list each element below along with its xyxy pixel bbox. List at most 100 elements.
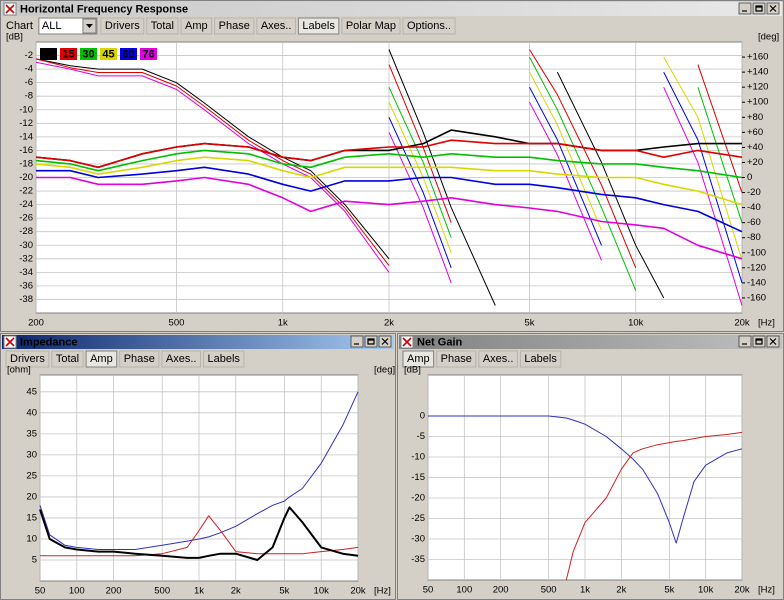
toolbar-button[interactable] xyxy=(256,17,296,35)
y-tick-label: -34 xyxy=(19,267,33,278)
toolbar-button-label: Options.. xyxy=(407,20,451,32)
y2-tick-label: +40 xyxy=(747,142,763,153)
toolbar-button[interactable] xyxy=(436,350,477,368)
y-tick-label: -2 xyxy=(25,50,33,61)
chart-select-value: ALL xyxy=(42,20,62,32)
window-max-button[interactable] xyxy=(364,335,378,348)
toolbar-button[interactable] xyxy=(402,350,435,368)
toolbar-button[interactable] xyxy=(180,17,213,35)
x-tick-label: 500 xyxy=(154,586,170,597)
legend-swatch[interactable] xyxy=(140,48,157,60)
y-tick-label: 15 xyxy=(26,512,37,523)
series-line xyxy=(39,506,359,561)
y-tick-label: 10 xyxy=(26,533,37,544)
x-tick-label: 20k xyxy=(734,585,750,596)
y-tick-label: 20 xyxy=(26,491,37,502)
window-max-button[interactable] xyxy=(752,2,766,15)
toolbar-button-label: Amp xyxy=(90,353,113,365)
y2-tick-label: +160 xyxy=(747,52,768,63)
window-max-glyph xyxy=(367,338,375,345)
y-tick-label: -10 xyxy=(411,452,425,463)
series-line xyxy=(35,58,390,266)
y-tick-label: -18 xyxy=(19,158,33,169)
series-line xyxy=(36,176,743,260)
x-tick-label: 1k xyxy=(278,318,288,329)
toolbar-button[interactable] xyxy=(297,17,340,35)
legend-label: 76 xyxy=(142,48,154,60)
series-line xyxy=(39,391,359,550)
y2-tick-label: +120 xyxy=(747,82,768,93)
x-tick-label: 1k xyxy=(194,586,204,597)
toolbar-button[interactable] xyxy=(146,17,179,35)
y-tick-label: -38 xyxy=(19,294,33,305)
toolbar-button-label: Phase xyxy=(219,20,250,32)
toolbar-button[interactable] xyxy=(519,350,562,368)
y2-tick-label: -20 xyxy=(747,187,761,198)
toolbar-button[interactable] xyxy=(85,350,118,368)
series-line xyxy=(35,156,743,206)
legend-swatch[interactable] xyxy=(40,48,57,60)
y-axis-label: [ohm] xyxy=(7,365,31,376)
y-tick-label: -26 xyxy=(19,213,33,224)
y-tick-label: -36 xyxy=(19,280,33,291)
x-tick-label: 10k xyxy=(698,585,714,596)
toolbar-button-label: Drivers xyxy=(105,20,140,32)
y-axis-label: [dB] xyxy=(6,32,23,43)
toolbar-label: Chart xyxy=(6,20,33,32)
x-tick-label: 10k xyxy=(628,318,644,329)
toolbar-button[interactable] xyxy=(119,350,160,368)
toolbar-button[interactable] xyxy=(5,350,50,368)
y-tick-label: -30 xyxy=(411,534,425,545)
legend-swatch[interactable] xyxy=(80,48,97,60)
toolbar-button[interactable] xyxy=(203,350,245,368)
toolbar-button-label: Phase xyxy=(441,353,472,365)
legend-swatch[interactable] xyxy=(100,48,117,60)
y-tick-label: -22 xyxy=(19,186,33,197)
x-axis-label: [Hz] xyxy=(758,318,775,329)
x-tick-label: 50 xyxy=(423,585,434,596)
y-tick-label: -16 xyxy=(19,145,33,156)
window-close-glyph xyxy=(769,5,777,12)
y2-tick-label: -140 xyxy=(747,277,766,288)
legend-swatch[interactable] xyxy=(60,48,77,60)
window-min-button[interactable] xyxy=(738,335,752,348)
toolbar-button[interactable] xyxy=(341,17,401,35)
toolbar-button-label: Labels xyxy=(524,353,557,365)
x-tick-label: 50 xyxy=(35,586,46,597)
x-tick-label: 100 xyxy=(456,585,472,596)
series-line xyxy=(565,431,743,581)
y2-axis-label: [deg] xyxy=(758,32,779,43)
y2-tick-label: +140 xyxy=(747,67,768,78)
y-tick-label: -10 xyxy=(19,104,33,115)
toolbar-button-label: Drivers xyxy=(10,353,45,365)
x-tick-label: 20k xyxy=(734,318,750,329)
title-bar xyxy=(399,335,782,349)
toolbar-button-label: Amp xyxy=(185,20,208,32)
y2-tick-label: -160 xyxy=(747,292,766,303)
window-min-button[interactable] xyxy=(350,335,364,348)
y2-axis-label: [deg] xyxy=(374,365,395,376)
toolbar-button-label: Axes.. xyxy=(261,20,292,32)
window-min-button[interactable] xyxy=(738,2,752,15)
toolbar-button[interactable] xyxy=(100,17,145,35)
window-close-glyph xyxy=(769,338,777,345)
toolbar-button[interactable] xyxy=(161,350,201,368)
toolbar-button-label: Axes.. xyxy=(483,353,514,365)
series-line xyxy=(388,71,743,284)
toolbar-button[interactable] xyxy=(478,350,518,368)
y-tick-label: -32 xyxy=(19,253,33,264)
window-max-button[interactable] xyxy=(752,335,766,348)
toolbar-button[interactable] xyxy=(51,350,84,368)
x-tick-label: 2k xyxy=(231,586,241,597)
toolbar-button[interactable] xyxy=(214,17,255,35)
x-tick-label: 5k xyxy=(664,585,674,596)
window-icon-x xyxy=(5,4,15,14)
toolbar-button[interactable] xyxy=(402,17,456,35)
series-line xyxy=(35,149,743,179)
chart: 50 100 200 500 1k 2k 5k 10k 20k 0 -5 -10 -15 -20 -25 -3… xyxy=(404,365,775,596)
series-line xyxy=(35,58,390,260)
y2-tick-label: -40 xyxy=(747,202,761,213)
y-tick-label: -30 xyxy=(19,240,33,251)
legend-label: 30 xyxy=(82,48,94,60)
legend-swatch[interactable] xyxy=(120,48,137,60)
